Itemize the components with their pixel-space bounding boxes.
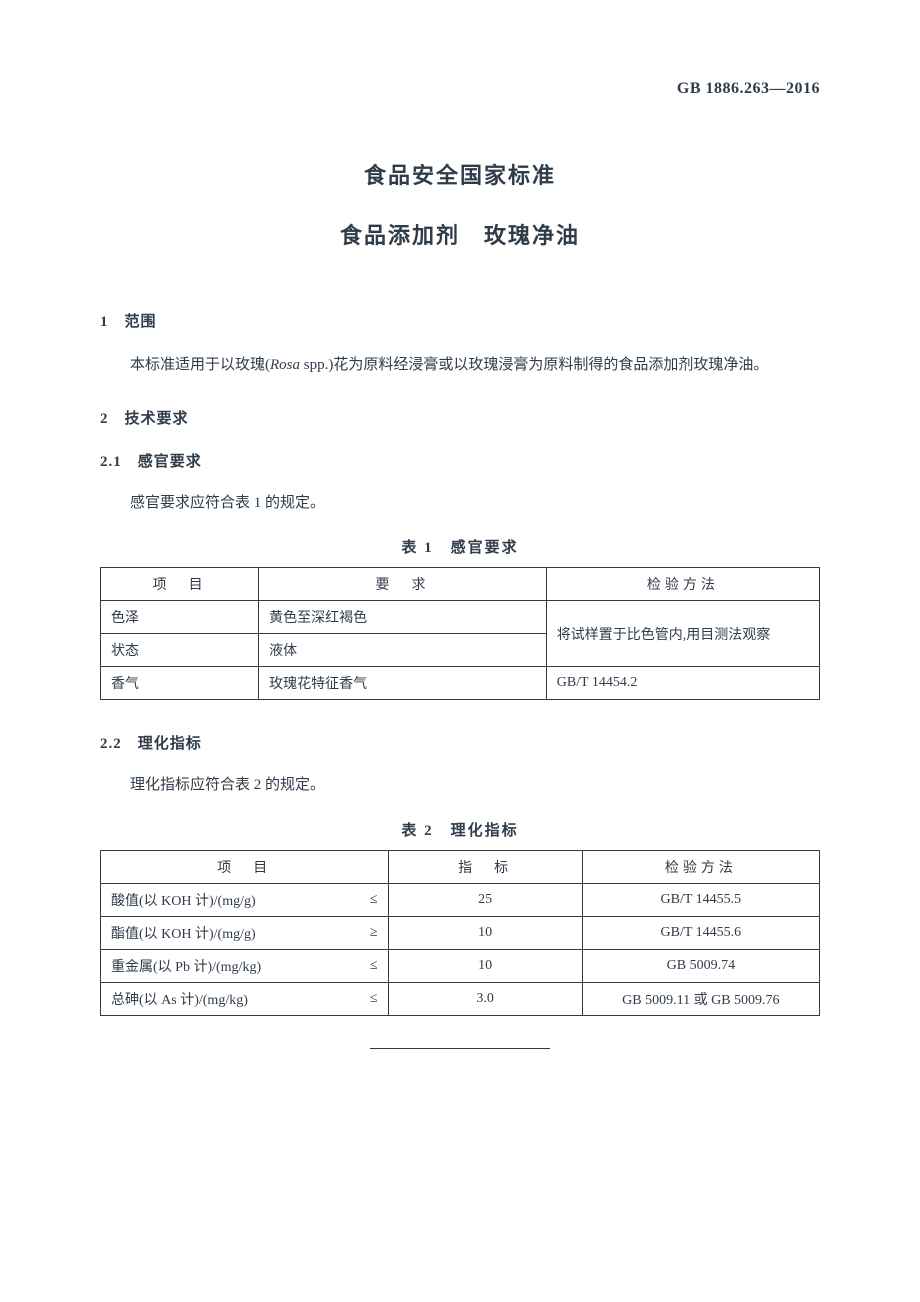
- scope-text-after: spp.)花为原料经浸膏或以玫瑰浸膏为原料制得的食品添加剂玫瑰净油。: [300, 357, 768, 373]
- table-cell: GB 5009.11 或 GB 5009.76: [582, 982, 819, 1015]
- table-header-cell: 要 求: [259, 568, 547, 601]
- sensory-intro: 感官要求应符合表 1 的规定。: [100, 491, 820, 517]
- item-label: 酯值(以 KOH 计)/(mg/g): [111, 927, 256, 942]
- operator-symbol: ≤: [370, 892, 378, 908]
- scope-text-before: 本标准适用于以玫瑰(: [130, 357, 270, 373]
- table-1-sensory: 项 目 要 求 检验方法 色泽 黄色至深红褐色 将试样置于比色管内,用目测法观察…: [100, 567, 820, 700]
- table-header-cell: 检验方法: [546, 568, 819, 601]
- operator-symbol: ≥: [370, 925, 378, 941]
- table-2-physchem: 项 目 指 标 检验方法 酸值(以 KOH 计)/(mg/g) ≤ 25 GB/…: [100, 850, 820, 1016]
- table-cell: 黄色至深红褐色: [259, 601, 547, 634]
- table-cell: 色泽: [101, 601, 259, 634]
- scope-italic: Rosa: [270, 357, 300, 373]
- table-cell: 25: [388, 883, 582, 916]
- table-row: 酸值(以 KOH 计)/(mg/g) ≤ 25 GB/T 14455.5: [101, 883, 820, 916]
- table-row: 项 目 指 标 检验方法: [101, 850, 820, 883]
- title-sub: 食品添加剂 玫瑰净油: [100, 218, 820, 250]
- table-row: 总砷(以 As 计)/(mg/kg) ≤ 3.0 GB 5009.11 或 GB…: [101, 982, 820, 1015]
- scope-paragraph: 本标准适用于以玫瑰(Rosa spp.)花为原料经浸膏或以玫瑰浸膏为原料制得的食…: [100, 353, 820, 379]
- item-label: 酸值(以 KOH 计)/(mg/g): [111, 894, 256, 909]
- table-row: 项 目 要 求 检验方法: [101, 568, 820, 601]
- table-row: 色泽 黄色至深红褐色 将试样置于比色管内,用目测法观察: [101, 601, 820, 634]
- table-cell: 液体: [259, 634, 547, 667]
- table-cell: GB/T 14454.2: [546, 667, 819, 700]
- table-row: 重金属(以 Pb 计)/(mg/kg) ≤ 10 GB 5009.74: [101, 949, 820, 982]
- title-main: 食品安全国家标准: [100, 158, 820, 190]
- table-cell: 酸值(以 KOH 计)/(mg/g) ≤: [101, 883, 389, 916]
- end-divider: [370, 1048, 550, 1049]
- section-2-2-heading: 2.2 理化指标: [100, 732, 820, 753]
- table-1-caption: 表 1 感官要求: [100, 536, 820, 557]
- table-header-cell: 检验方法: [582, 850, 819, 883]
- table-header-cell: 项 目: [101, 568, 259, 601]
- operator-symbol: ≤: [370, 991, 378, 1007]
- section-2-1-heading: 2.1 感官要求: [100, 450, 820, 471]
- table-header-cell: 指 标: [388, 850, 582, 883]
- table-row: 酯值(以 KOH 计)/(mg/g) ≥ 10 GB/T 14455.6: [101, 916, 820, 949]
- section-1-heading: 1 范围: [100, 310, 820, 331]
- table-cell: 10: [388, 949, 582, 982]
- table-header-cell: 项 目: [101, 850, 389, 883]
- table-cell: 3.0: [388, 982, 582, 1015]
- table-cell: 玫瑰花特征香气: [259, 667, 547, 700]
- table-cell: 状态: [101, 634, 259, 667]
- table-cell: 酯值(以 KOH 计)/(mg/g) ≥: [101, 916, 389, 949]
- table-cell: 重金属(以 Pb 计)/(mg/kg) ≤: [101, 949, 389, 982]
- table-2-caption: 表 2 理化指标: [100, 819, 820, 840]
- table-cell: 总砷(以 As 计)/(mg/kg) ≤: [101, 982, 389, 1015]
- table-cell: 香气: [101, 667, 259, 700]
- table-cell: 将试样置于比色管内,用目测法观察: [546, 601, 819, 667]
- table-cell: GB 5009.74: [582, 949, 819, 982]
- operator-symbol: ≤: [370, 958, 378, 974]
- item-label: 重金属(以 Pb 计)/(mg/kg): [111, 960, 261, 975]
- table-cell: 10: [388, 916, 582, 949]
- table-cell: GB/T 14455.5: [582, 883, 819, 916]
- section-2-heading: 2 技术要求: [100, 407, 820, 428]
- standard-code: GB 1886.263—2016: [100, 80, 820, 98]
- table-row: 香气 玫瑰花特征香气 GB/T 14454.2: [101, 667, 820, 700]
- item-label: 总砷(以 As 计)/(mg/kg): [111, 993, 248, 1008]
- table-cell: GB/T 14455.6: [582, 916, 819, 949]
- physchem-intro: 理化指标应符合表 2 的规定。: [100, 773, 820, 799]
